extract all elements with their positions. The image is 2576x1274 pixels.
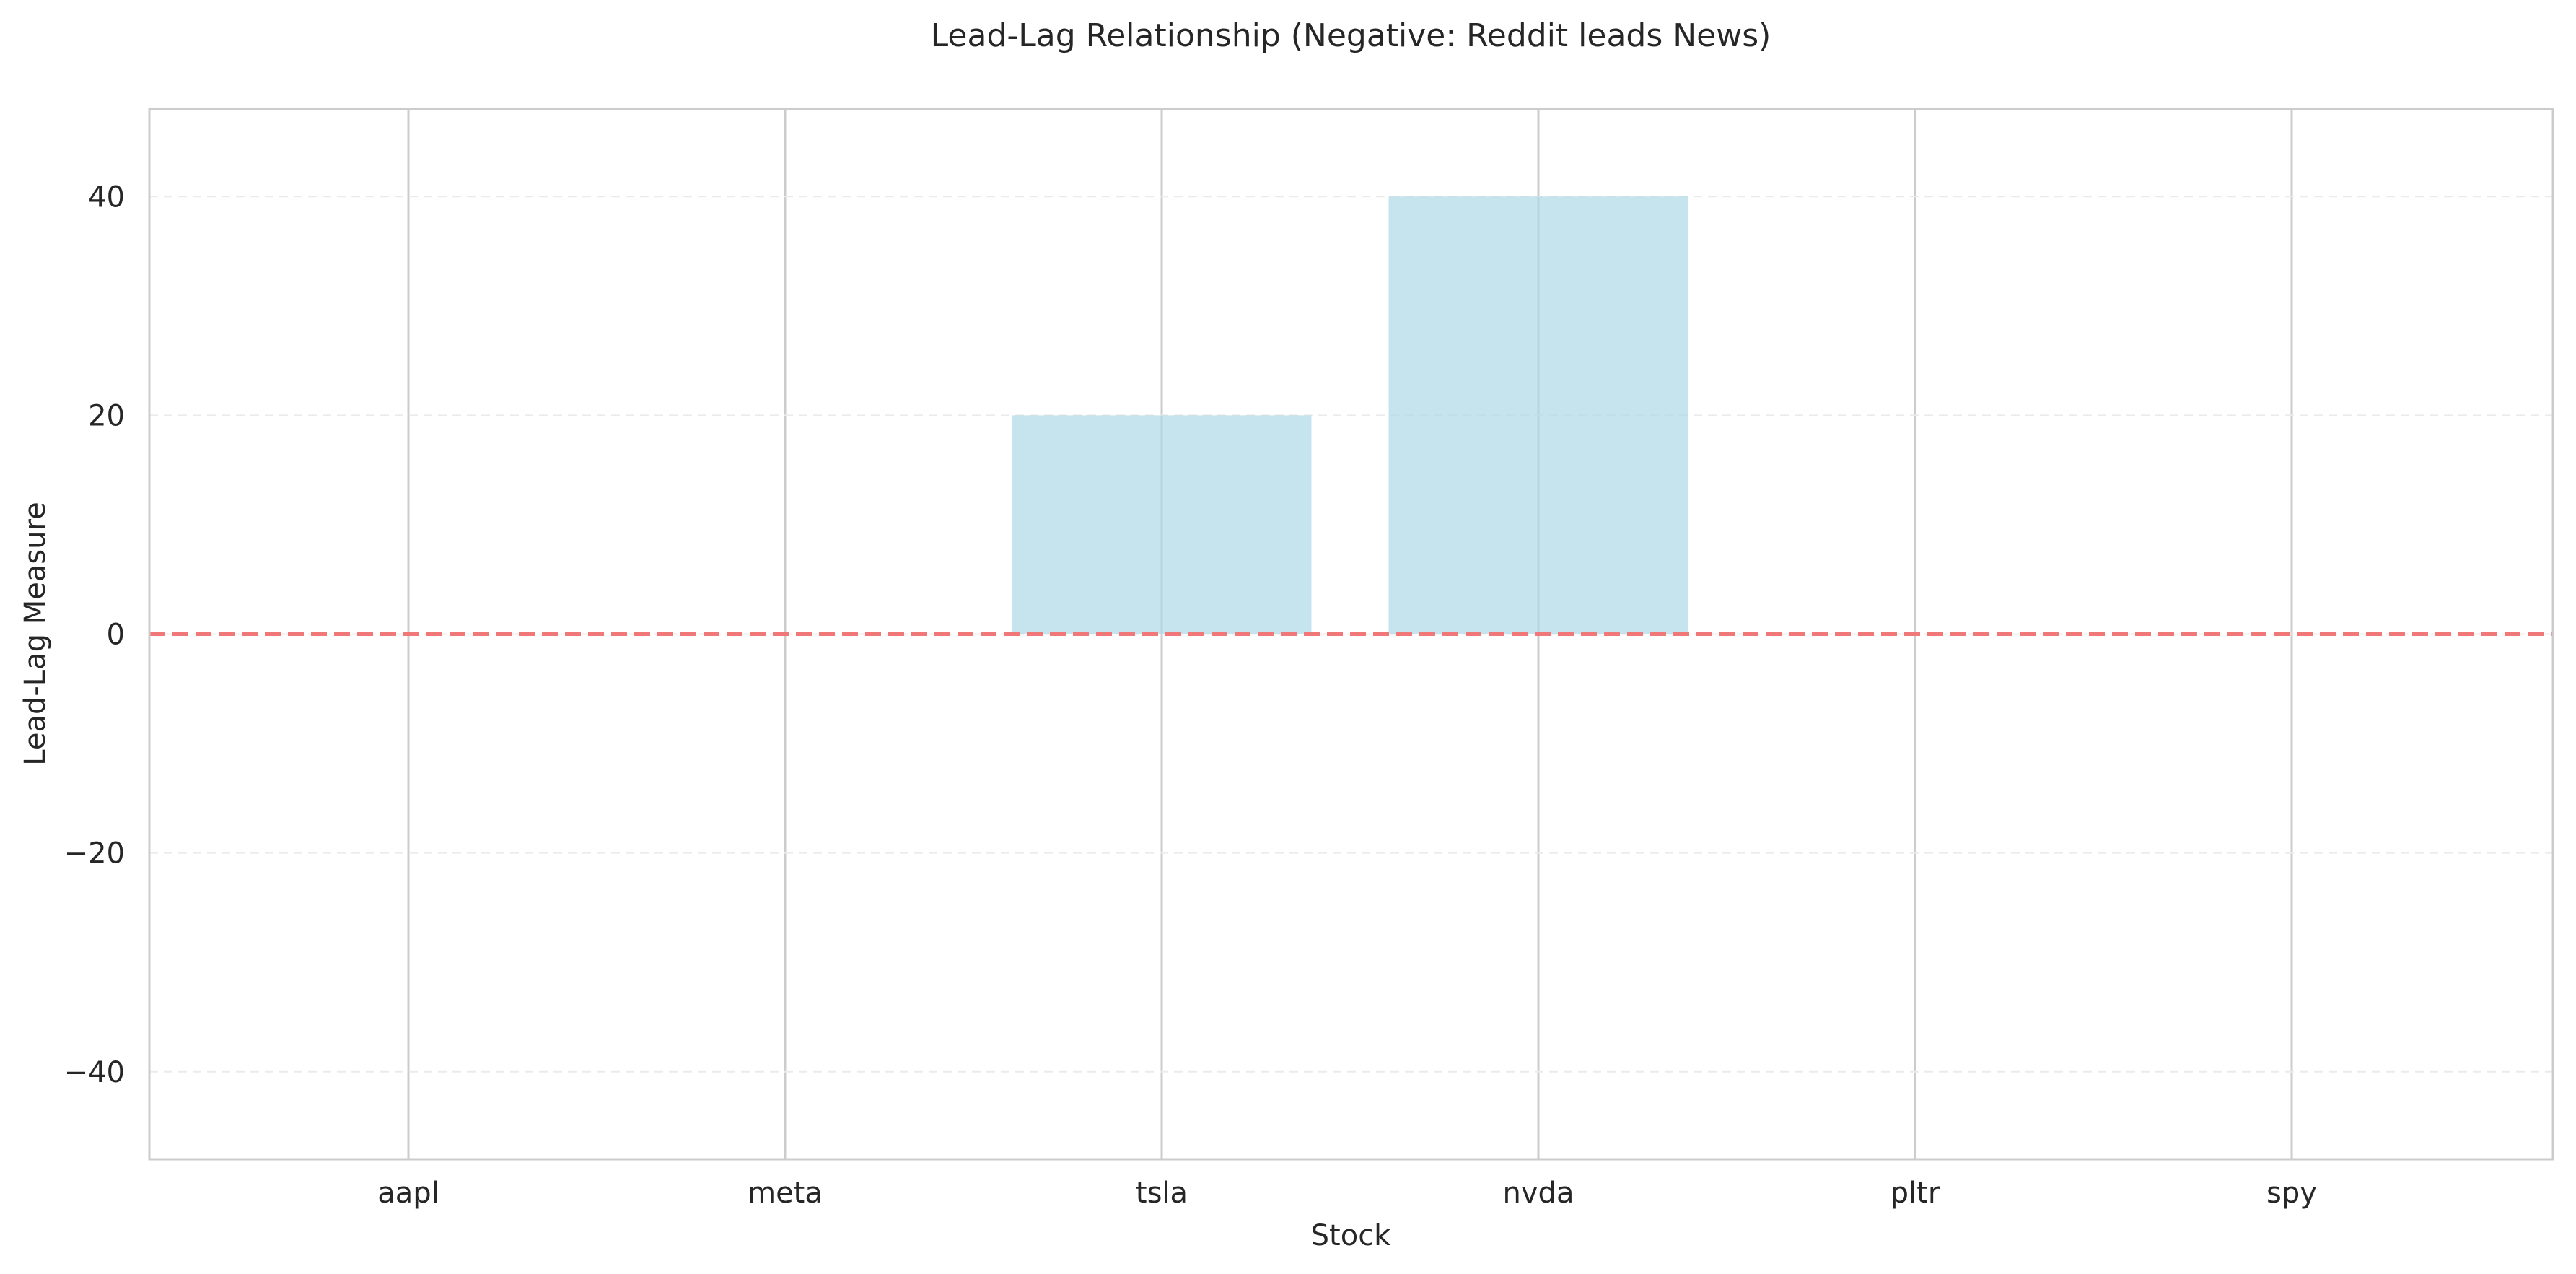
- bar-tsla: [1012, 415, 1312, 634]
- x-tick-label: tsla: [1136, 1177, 1188, 1210]
- chart-title: Lead-Lag Relationship (Negative: Reddit …: [931, 17, 1771, 54]
- y-tick-labels: −40 −20 0 20 40: [64, 180, 125, 1089]
- x-tick-labels: aapl meta tsla nvda pltr spy: [377, 1177, 2317, 1210]
- x-tick-label: spy: [2266, 1177, 2317, 1210]
- y-axis-label: Lead-Lag Measure: [19, 502, 52, 765]
- x-tick-label: pltr: [1891, 1177, 1940, 1210]
- x-axis-label: Stock: [1311, 1219, 1392, 1252]
- y-tick-label: 20: [88, 399, 125, 432]
- x-tick-label: nvda: [1503, 1177, 1574, 1210]
- y-tick-label: 0: [107, 619, 125, 652]
- bar-nvda: [1388, 196, 1688, 634]
- y-tick-label: −20: [64, 837, 125, 871]
- plot-frame: [148, 108, 2554, 1161]
- x-tick-label: meta: [748, 1177, 823, 1210]
- bars: [1012, 196, 1688, 634]
- x-tick-label: aapl: [377, 1177, 439, 1210]
- y-tick-label: −40: [64, 1056, 125, 1089]
- y-tick-label: 40: [88, 180, 125, 214]
